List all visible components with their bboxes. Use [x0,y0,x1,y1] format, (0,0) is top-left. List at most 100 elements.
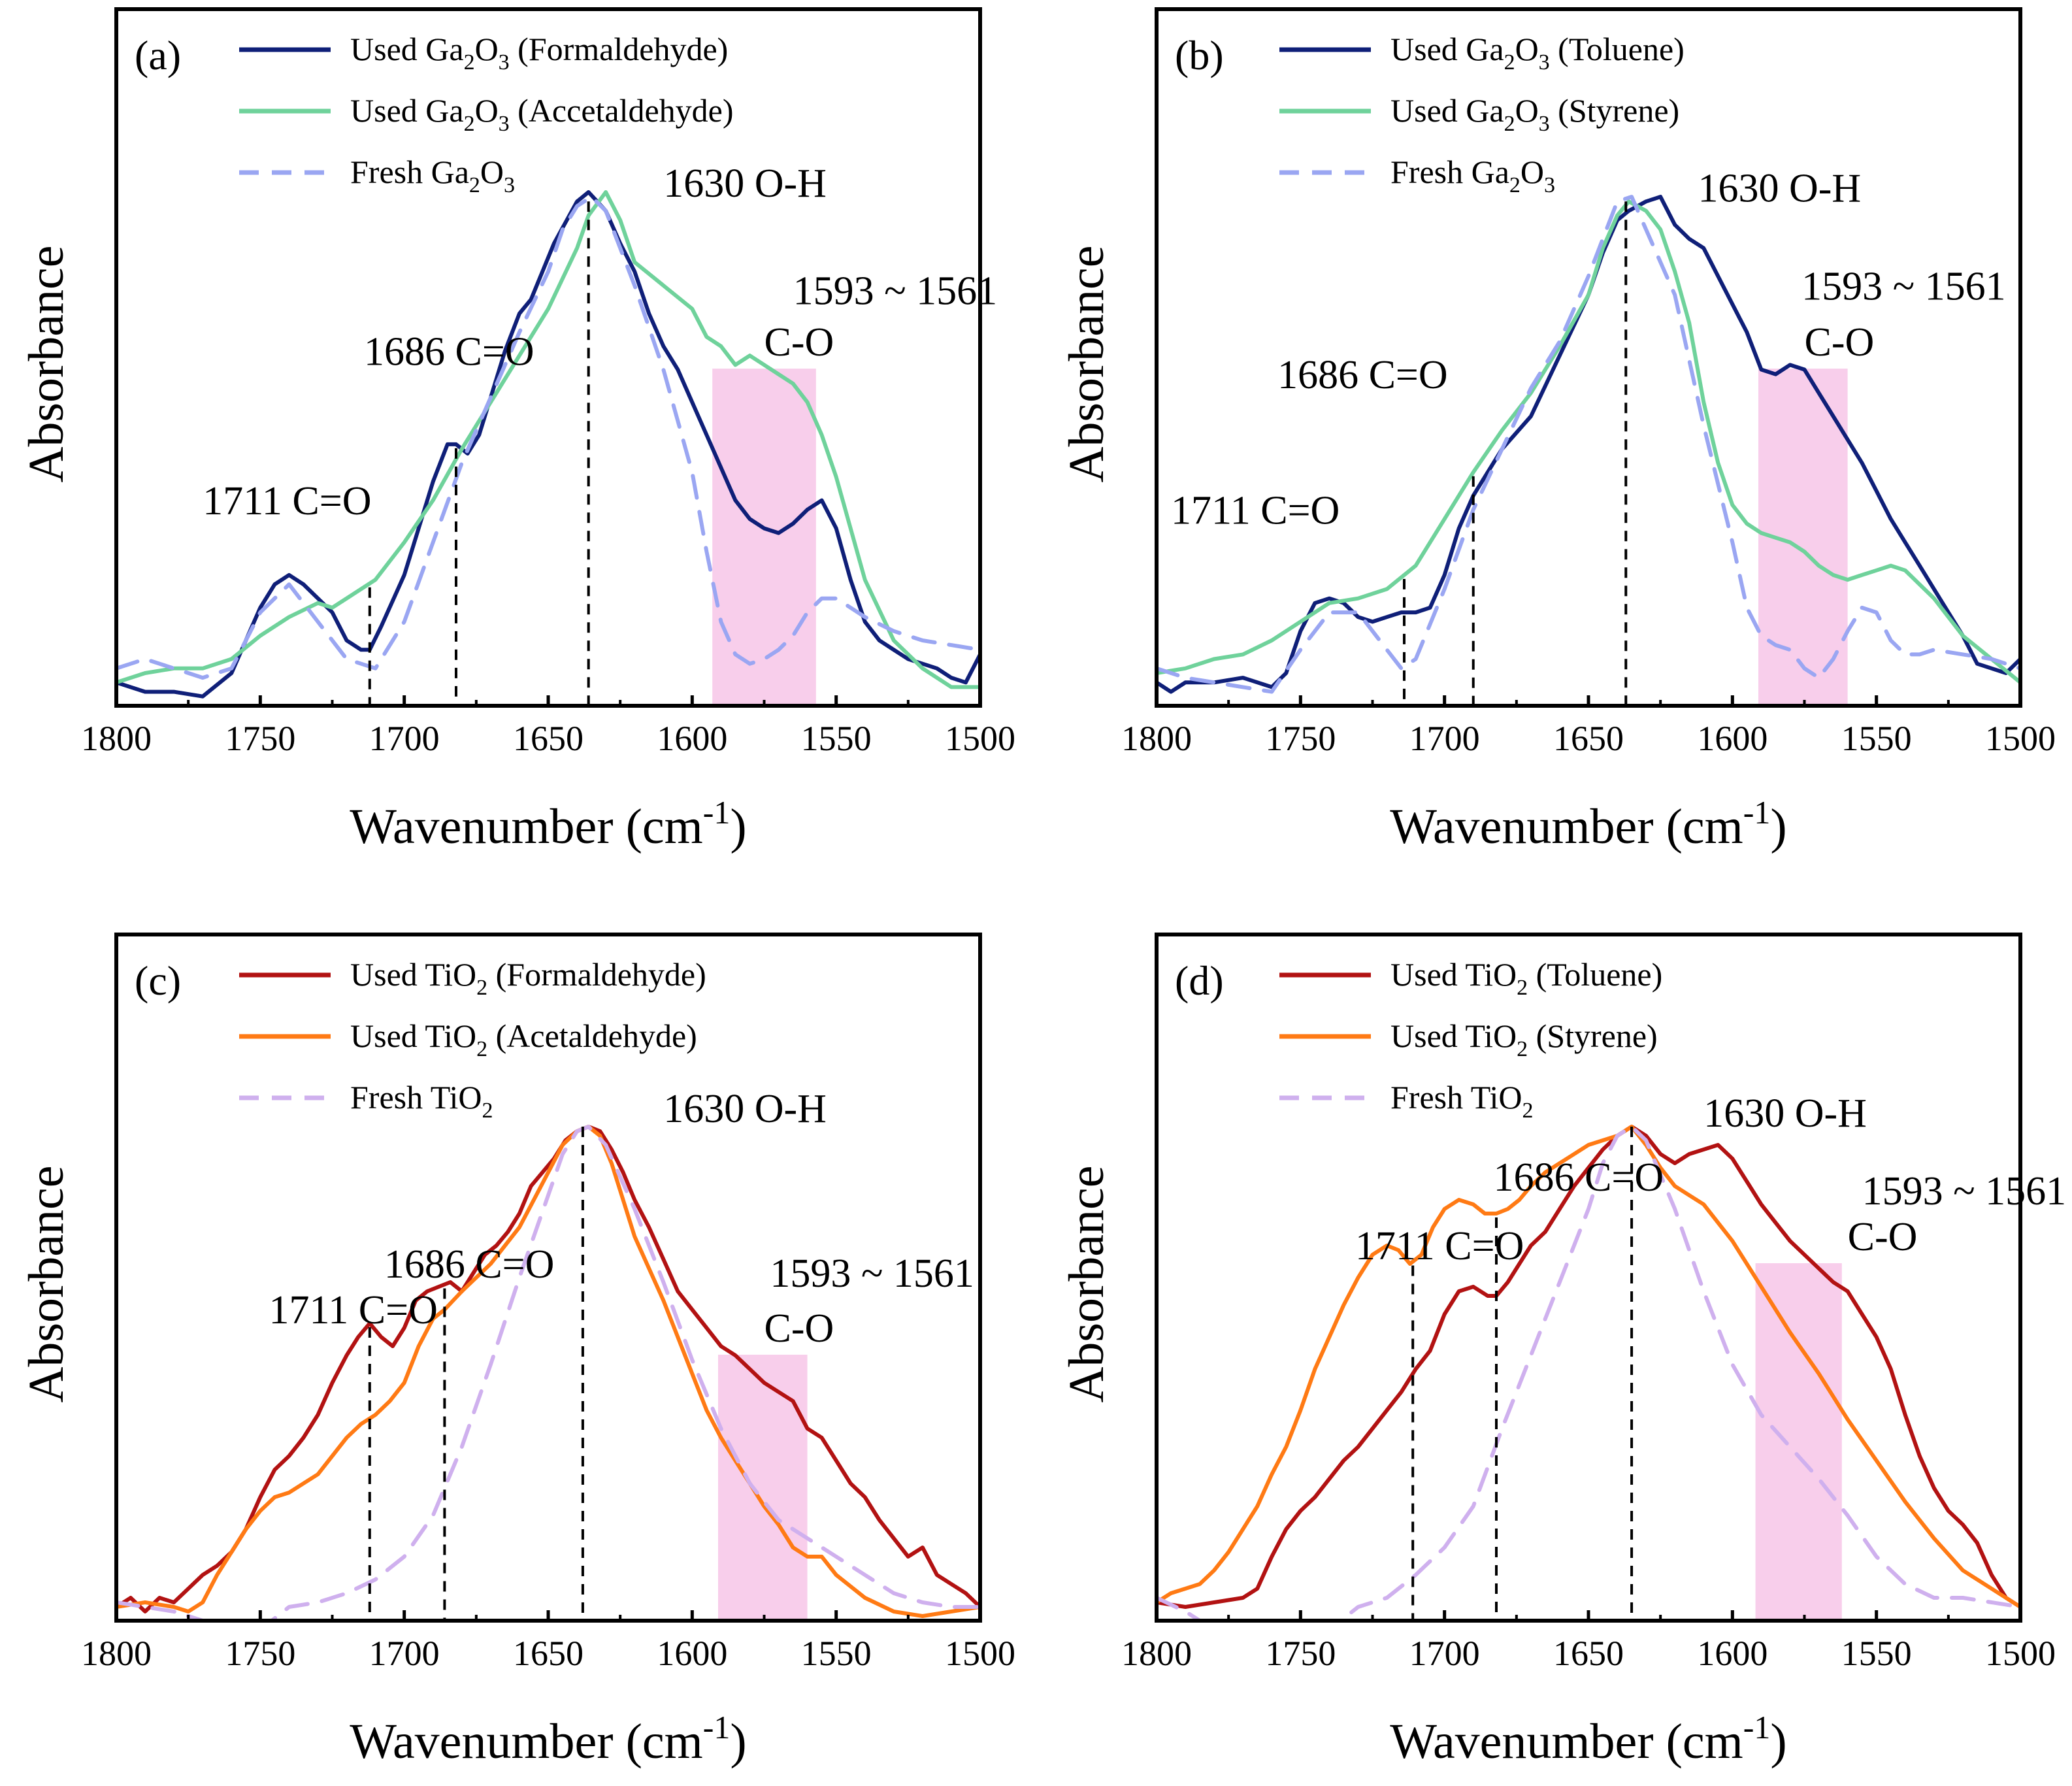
x-axis-label-text: Wavenumber (cm [350,1714,702,1769]
legend-text: O [1515,92,1539,129]
series-group [116,190,980,699]
x-tick-label: 1650 [1553,719,1624,758]
x-tick-label: 1750 [225,719,295,758]
legend-subscript: 2 [476,1037,487,1061]
x-tick-label: 1650 [1553,1634,1624,1673]
legend-entry: Used TiO2 (Acetaldehyde) [350,1017,697,1061]
y-axis-label: Absorbance [19,1166,74,1403]
legend-subscript: 2 [464,50,475,74]
y-axis-label: Absorbance [19,246,74,483]
panel-label: (c) [135,957,181,1004]
series-line-2 [116,195,980,680]
peak-annotation: C-O [1805,320,1875,365]
c-o-highlight-band [717,1355,808,1621]
peak-annotation: 1711 C=O [203,479,371,523]
peak-annotation: 1630 O-H [1703,1091,1867,1136]
legend-subscript: 3 [1544,173,1555,197]
x-tick-label: 1550 [1841,1634,1912,1673]
legend-text: (Styrene) [1528,1017,1658,1054]
legend-text: (Toluene) [1528,956,1662,993]
legend-text: (Accetaldehyde) [510,92,734,129]
legend-text: Used Ga [1390,92,1504,129]
x-tick-label: 1550 [801,719,872,758]
x-tick-label: 1550 [1841,719,1912,758]
series-line-0 [116,1125,980,1613]
panel-label: (b) [1175,32,1224,78]
x-axis-label-end: ) [1770,799,1786,854]
legend-entry: Used Ga2O3 (Styrene) [1390,92,1679,136]
legend-entry: Used TiO2 (Formaldehyde) [350,956,706,1000]
series-group [116,1125,980,1621]
legend-text: Used TiO [350,1017,476,1054]
legend-entry: Fresh Ga2O3 [1390,154,1555,197]
peak-annotation: 1630 O-H [663,1087,827,1131]
legend-entry: Fresh TiO2 [350,1079,493,1123]
legend-subscript: 2 [464,112,475,136]
legend-text: O [475,31,499,67]
legend-subscript: 3 [499,112,510,136]
x-axis-label-end: ) [730,1714,746,1769]
legend-text: Used Ga [350,31,464,67]
x-tick-label: 1500 [1985,719,2056,758]
series-line-0 [1157,195,2020,694]
legend-subscript: 2 [469,173,480,197]
legend-subscript: 2 [482,1099,493,1123]
x-tick-label: 1600 [1697,1634,1768,1673]
x-axis-label: Wavenumber (cm-1) [350,1709,746,1769]
x-tick-label: 1500 [945,719,1015,758]
x-tick-label: 1600 [657,719,727,758]
x-tick-label: 1650 [513,719,584,758]
legend-text: Used Ga [350,92,464,129]
legend-text: Fresh TiO [350,1079,482,1116]
x-tick-label: 1800 [1121,719,1192,758]
x-tick-label: 1700 [369,719,440,758]
peak-annotation: 1686 C=O [384,1242,555,1287]
legend-entry: Used Ga2O3 (Formaldehyde) [350,31,728,74]
series-line-1 [116,1125,980,1618]
y-axis-label: Absorbance [1059,246,1114,483]
legend-entry: Used Ga2O3 (Accetaldehyde) [350,92,734,136]
legend-subscript: 3 [1539,112,1550,136]
series-line-1 [1157,199,2020,685]
x-tick-label: 1800 [81,719,152,758]
peak-annotation: 1630 O-H [1698,166,1861,210]
legend-text: Fresh Ga [350,154,469,190]
legend-text: (Toluene) [1550,31,1685,67]
legend-subscript: 2 [1517,1037,1528,1061]
legend-text: (Styrene) [1550,92,1680,129]
series-line-0 [1157,1125,2020,1609]
peak-annotation: C-O [765,320,834,365]
panel-c: 1800 1750 1700 1650 1600 1550 1500 Wavenumber (… [19,933,1015,1769]
peak-annotation: C-O [765,1306,834,1351]
legend-subscript: 3 [504,173,515,197]
x-axis-label-sup: -1 [703,1709,731,1745]
legend-subscript: 2 [476,976,487,1000]
legend-entry: Used TiO2 (Styrene) [1390,1017,1658,1061]
x-tick-label: 1700 [369,1634,440,1673]
panel-a: 1800 1750 1700 1650 1600 1550 1500 Wavenumber (… [19,7,1015,854]
x-tick-label: 1750 [225,1634,295,1673]
x-tick-label: 1700 [1409,719,1480,758]
legend-text: (Formaldehyde) [510,31,729,67]
peak-annotation: 1630 O-H [663,161,827,206]
panel-label: (a) [135,32,181,78]
peak-annotation: 1711 C=O [1171,488,1340,533]
legend-text: Used TiO [350,956,476,993]
c-o-highlight-band [1755,1263,1842,1621]
x-tick-label: 1550 [801,1634,872,1673]
x-axis-label-sup: -1 [703,794,731,831]
x-tick-label: 1600 [1697,719,1768,758]
x-tick-label: 1600 [657,1634,727,1673]
legend-entry: Fresh TiO2 [1390,1079,1534,1123]
x-axis-label: Wavenumber (cm-1) [1390,1709,1786,1769]
x-axis-label-sup: -1 [1743,1709,1771,1745]
x-axis-label-text: Wavenumber (cm [1390,799,1743,854]
x-tick-label: 1650 [513,1634,584,1673]
x-tick-label: 1750 [1265,719,1336,758]
c-o-highlight-band [712,369,816,706]
legend-text: O [480,154,504,190]
series-group [1157,1125,2020,1621]
legend-text: Fresh TiO [1390,1079,1522,1116]
legend-entry: Used TiO2 (Toluene) [1390,956,1662,1000]
x-axis-label-end: ) [730,799,746,854]
